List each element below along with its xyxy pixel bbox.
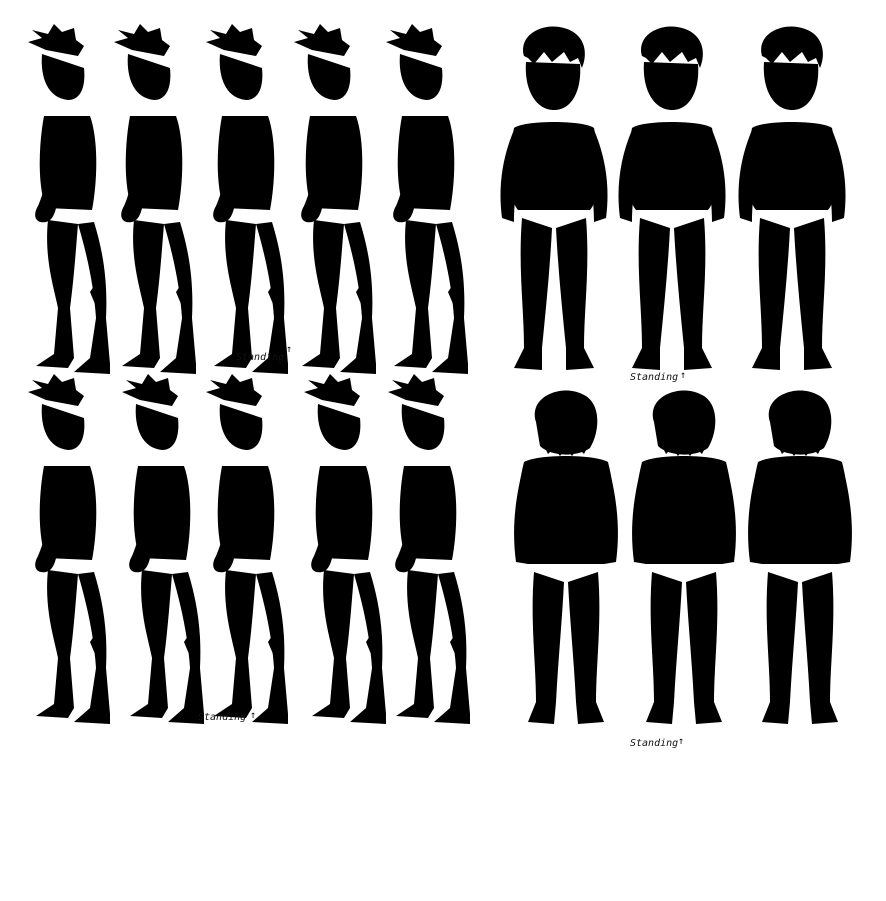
walk-frame-4 [294,24,376,374]
walk2-frame-2 [122,374,204,724]
back-frame-2-standing [632,390,736,724]
walk2-frame-3-standing [206,374,288,724]
walk-frame-5 [386,24,468,374]
front-frame-2-standing [618,26,726,371]
panel-side-walk-top: Standing ↑ [28,24,468,374]
standing-arrow: ↑ [250,710,256,721]
walk2-frame-1 [28,374,110,724]
standing-label: Standing [198,712,246,723]
panel-front-view: Standing ↑ [500,26,846,383]
walk-frame-1 [28,24,110,374]
standing-label: Standing [630,372,678,383]
standing-label: Standing [630,738,678,749]
walk2-frame-4 [304,374,386,724]
standing-label: Standing [236,352,284,363]
standing-arrow: ↑ [678,736,684,747]
back-frame-1 [514,390,618,724]
front-frame-1 [500,26,608,371]
walk-frame-2 [114,24,196,374]
walk2-frame-5 [388,374,470,724]
front-frame-3 [738,26,846,371]
walk-frame-3-standing [206,24,288,374]
back-frame-3 [748,390,852,724]
panel-back-view: Standing ↑ [514,390,852,749]
standing-arrow: ↑ [286,344,292,355]
standing-arrow: ↑ [680,370,686,381]
panel-side-walk-bottom: Standing ↑ [28,374,470,724]
